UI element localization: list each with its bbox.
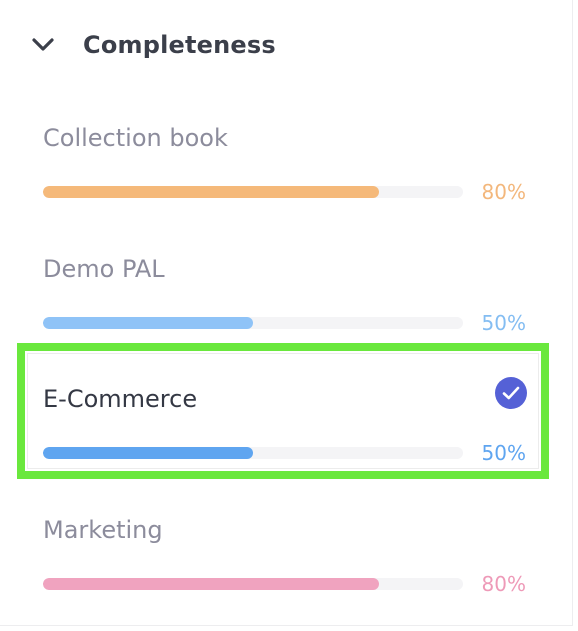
completeness-item-collection-book[interactable]: Collection book 80% <box>0 110 573 230</box>
progress-percent: 80% <box>481 180 526 204</box>
progress-bar <box>43 317 463 329</box>
completeness-item-marketing[interactable]: Marketing 80% <box>0 502 573 622</box>
progress-bar-fill <box>43 317 253 329</box>
progress-bar-fill <box>43 578 379 590</box>
highlight-frame <box>17 343 549 479</box>
item-label: Collection book <box>43 124 228 152</box>
completeness-item-demo-pal[interactable]: Demo PAL 50% <box>0 241 573 361</box>
progress-bar <box>43 186 463 198</box>
progress-bar-fill <box>43 447 253 459</box>
completeness-section-header[interactable]: Completeness <box>30 26 276 64</box>
item-label: E-Commerce <box>43 385 198 413</box>
progress-percent: 50% <box>481 311 526 335</box>
item-label: Demo PAL <box>43 255 165 283</box>
progress-percent: 80% <box>481 572 526 596</box>
progress-bar <box>43 578 463 590</box>
progress-percent: 50% <box>481 441 526 465</box>
item-label: Marketing <box>43 516 163 544</box>
chevron-down-icon[interactable] <box>30 32 56 58</box>
progress-bar-fill <box>43 186 379 198</box>
progress-bar <box>43 447 463 459</box>
checkmark-circle-icon <box>495 377 527 409</box>
completeness-item-e-commerce[interactable]: E-Commerce 50% <box>0 371 573 491</box>
section-title: Completeness <box>83 31 276 59</box>
selected-item-border <box>27 353 539 469</box>
